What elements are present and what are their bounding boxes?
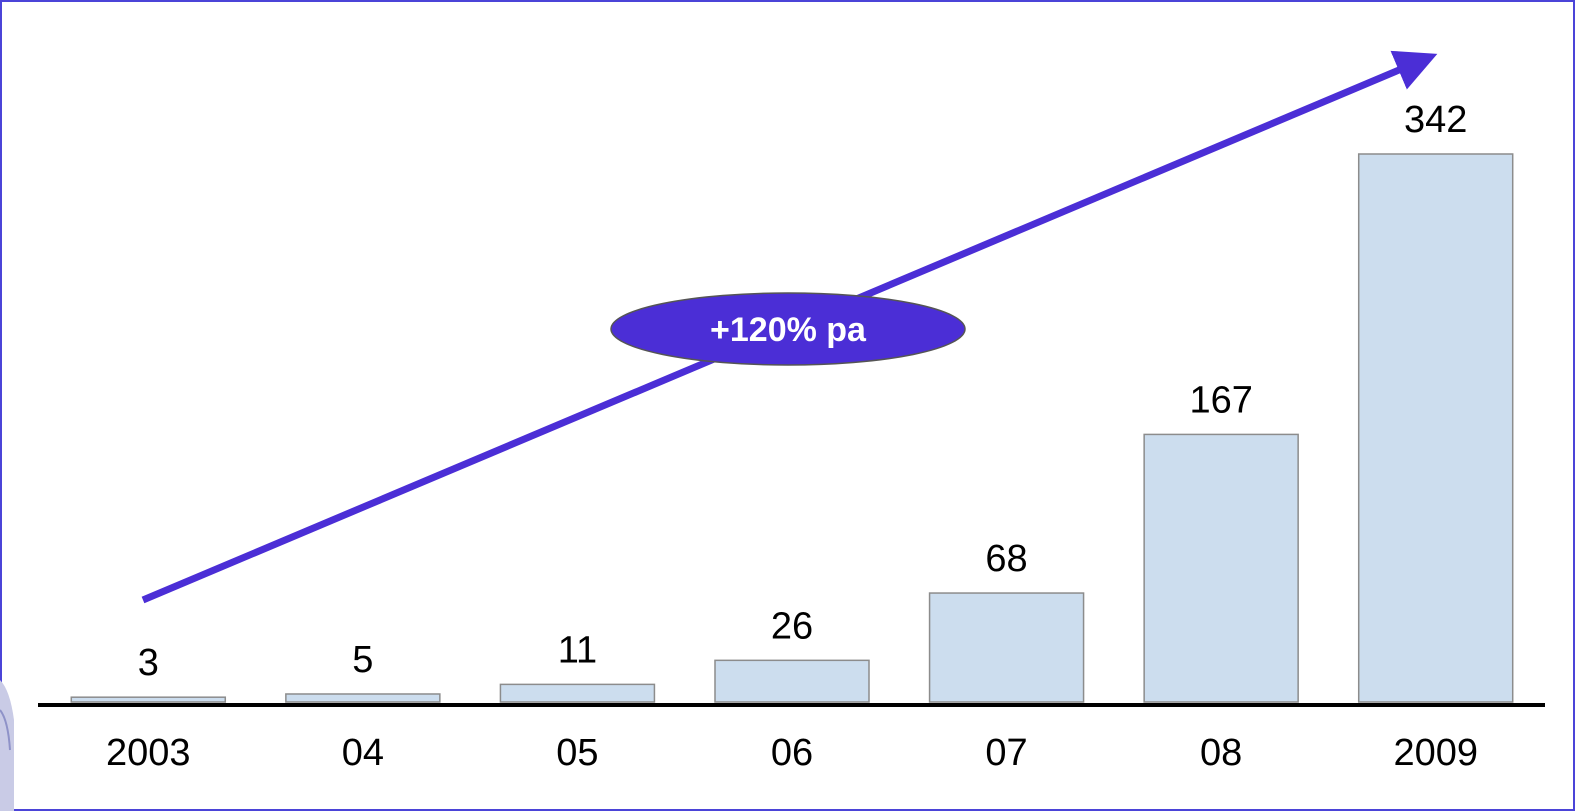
category-label-04: 04 xyxy=(342,732,384,774)
annotation-ellipse xyxy=(610,292,966,366)
value-labels-group: 3 5 11 26 68 167 342 xyxy=(138,99,1468,684)
category-label-2003: 2003 xyxy=(106,732,191,774)
value-label-2003: 3 xyxy=(138,642,159,684)
bar-04 xyxy=(285,693,441,703)
decor-line xyxy=(0,709,11,751)
value-label-04: 5 xyxy=(352,639,373,681)
value-label-05: 11 xyxy=(558,629,597,671)
bar-06 xyxy=(714,659,870,703)
category-label-05: 05 xyxy=(556,732,598,774)
value-label-2009: 342 xyxy=(1404,99,1467,141)
decor-shape xyxy=(0,680,14,811)
value-label-07: 68 xyxy=(985,538,1027,580)
value-label-08: 167 xyxy=(1189,379,1252,421)
bar-05 xyxy=(499,683,656,703)
category-labels-group: 2003 04 05 06 07 08 2009 xyxy=(106,732,1478,774)
category-label-2009: 2009 xyxy=(1393,732,1478,774)
bar-08 xyxy=(1143,433,1299,703)
annotation-text: +120% pa xyxy=(710,311,867,349)
growth-annotation: +120% pa xyxy=(610,292,966,366)
value-label-06: 26 xyxy=(771,605,813,647)
category-label-06: 06 xyxy=(771,732,813,774)
bars-group xyxy=(70,153,1514,703)
bar-2009 xyxy=(1357,153,1514,703)
category-label-07: 07 xyxy=(985,732,1027,774)
category-label-08: 08 xyxy=(1200,732,1242,774)
decorative-corner-graphic xyxy=(0,680,14,811)
bar-2003 xyxy=(70,696,227,703)
bar-07 xyxy=(928,592,1085,703)
